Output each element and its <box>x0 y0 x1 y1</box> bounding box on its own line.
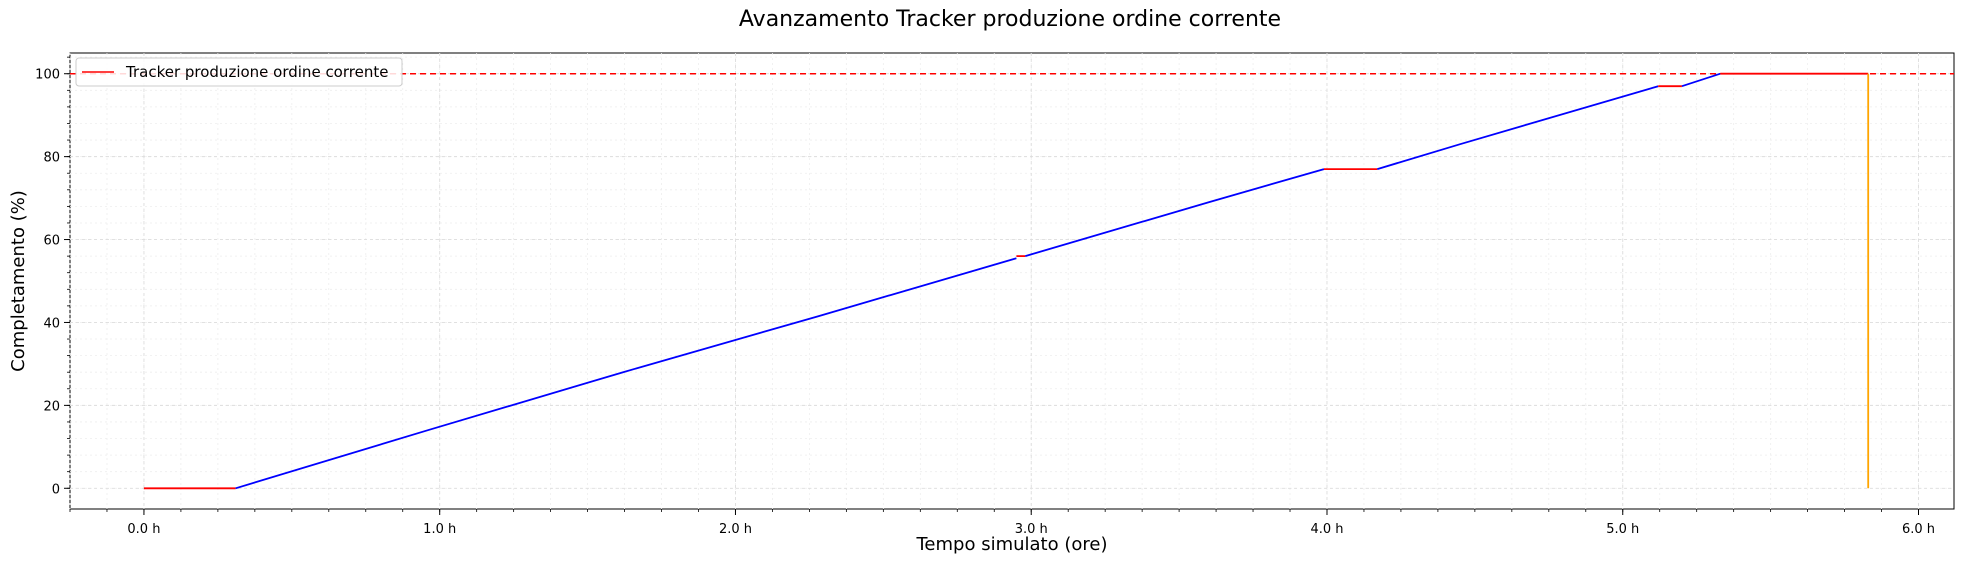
x-tick-label: 5.0 h <box>1606 522 1639 537</box>
series-segment-producing <box>1377 85 1659 170</box>
y-tick-label: 0 <box>52 482 60 497</box>
y-axis-label: Completamento (%) <box>8 190 29 372</box>
y-tick-label: 40 <box>43 316 60 331</box>
y-axis: 0 20 40 60 80 100 <box>35 56 70 497</box>
legend-box <box>75 57 403 87</box>
plot-area <box>69 52 1955 510</box>
x-tick-label: 4.0 h <box>1310 522 1343 537</box>
legend-entry-label: Tracker produzione ordine corrente <box>125 63 388 81</box>
x-tick-label: 0.0 h <box>127 522 160 537</box>
series-segment-producing <box>1681 72 1721 88</box>
legend: Tracker produzione ordine corrente <box>75 57 403 87</box>
x-tick-label: 2.0 h <box>719 522 752 537</box>
x-tick-label: 1.0 h <box>423 522 456 537</box>
y-tick-label: 100 <box>35 68 60 83</box>
x-tick-label: 3.0 h <box>1015 522 1048 537</box>
series-segment-producing <box>235 257 1017 490</box>
y-tick-label: 60 <box>43 234 60 249</box>
series-layer <box>143 72 1870 490</box>
chart-title: Avanzamento Tracker produzione ordine co… <box>739 7 1281 32</box>
series-segment-producing <box>1025 168 1325 257</box>
y-tick-label: 20 <box>43 399 60 414</box>
x-axis: 0.0 h 1.0 h 2.0 h 3.0 h 4.0 h 5.0 h 6.0 h <box>69 509 1935 537</box>
y-tick-label: 80 <box>43 151 60 166</box>
x-tick-label: 6.0 h <box>1902 522 1935 537</box>
x-axis-label: Tempo simulato (ore) <box>916 534 1108 555</box>
